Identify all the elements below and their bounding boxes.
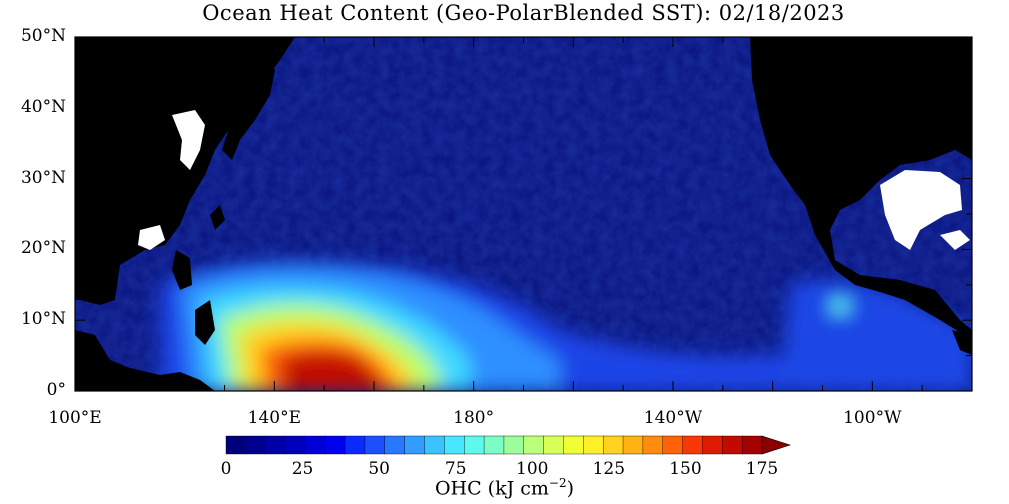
colorbar-swatch <box>563 435 584 455</box>
colorbar-swatch <box>444 435 465 455</box>
land-mask <box>75 37 972 391</box>
colorbar-tick-label: 50 <box>368 459 390 479</box>
colorbar-swatch <box>583 435 604 455</box>
missing-data <box>138 110 970 250</box>
colorbar-swatch <box>483 435 505 455</box>
colorbar-swatch <box>464 435 485 455</box>
colorbar-swatch <box>265 435 287 455</box>
colorbar <box>225 435 791 455</box>
colorbar-tick-label: 150 <box>669 459 702 479</box>
colorbar-swatch <box>344 435 366 455</box>
latitude-label: 40°N <box>20 96 66 117</box>
colorbar-extend-arrow <box>761 435 791 455</box>
colorbar-title: OHC (kJ cm−2) <box>0 476 1009 499</box>
colorbar-swatch <box>305 435 326 455</box>
colorbar-swatch <box>662 435 684 455</box>
colorbar-tick-label: 0 <box>220 459 232 479</box>
longitude-label: 180° <box>453 408 495 428</box>
latitude-label: 50°N <box>20 26 66 46</box>
longitude-label: 140°E <box>247 408 302 428</box>
latitude-label: 20°N <box>20 238 66 259</box>
colorbar-tick-label: 125 <box>592 459 626 479</box>
longitude-label: 100°W <box>843 408 902 428</box>
colorbar-tick-label: 75 <box>444 459 467 479</box>
longitude-label: 100°E <box>48 408 102 428</box>
colorbar-swatch <box>741 435 763 455</box>
colorbar-swatch <box>722 435 743 455</box>
colorbar-swatch <box>702 435 723 455</box>
colorbar-swatch <box>285 435 306 455</box>
colorbar-title-exponent: −2 <box>548 476 567 490</box>
colorbar-swatch <box>682 435 703 455</box>
colorbar-swatch <box>245 435 267 455</box>
colorbar-swatch <box>503 435 525 455</box>
colorbar-swatch <box>404 435 426 455</box>
colorbar-title-end: ) <box>566 477 575 500</box>
colorbar-tick-label: 25 <box>291 459 314 479</box>
colorbar-tick-label: 100 <box>516 459 549 479</box>
colorbar-swatch <box>225 435 247 455</box>
colorbar-swatch <box>384 435 406 455</box>
colorbar-swatch <box>364 435 386 455</box>
latitude-label: 0° <box>46 380 66 400</box>
colorbar-swatch <box>602 435 624 455</box>
colorbar-swatch <box>424 435 445 455</box>
colorbar-swatch <box>523 435 545 455</box>
colorbar-swatch <box>642 435 664 455</box>
latitude-label: 10°N <box>20 309 66 330</box>
colorbar-title-main: OHC (kJ cm <box>434 477 549 500</box>
longitude-label: 140°W <box>643 408 703 428</box>
map-field <box>75 37 972 391</box>
colorbar-swatch <box>622 435 644 455</box>
latitude-label: 30°N <box>20 167 66 188</box>
map-title: Ocean Heat Content (Geo-PolarBlended SST… <box>202 1 845 25</box>
colorbar-swatch <box>543 435 564 455</box>
colorbar-swatch <box>325 435 346 455</box>
colorbar-tick-label: 175 <box>745 459 779 479</box>
map-ticks <box>74 36 973 392</box>
